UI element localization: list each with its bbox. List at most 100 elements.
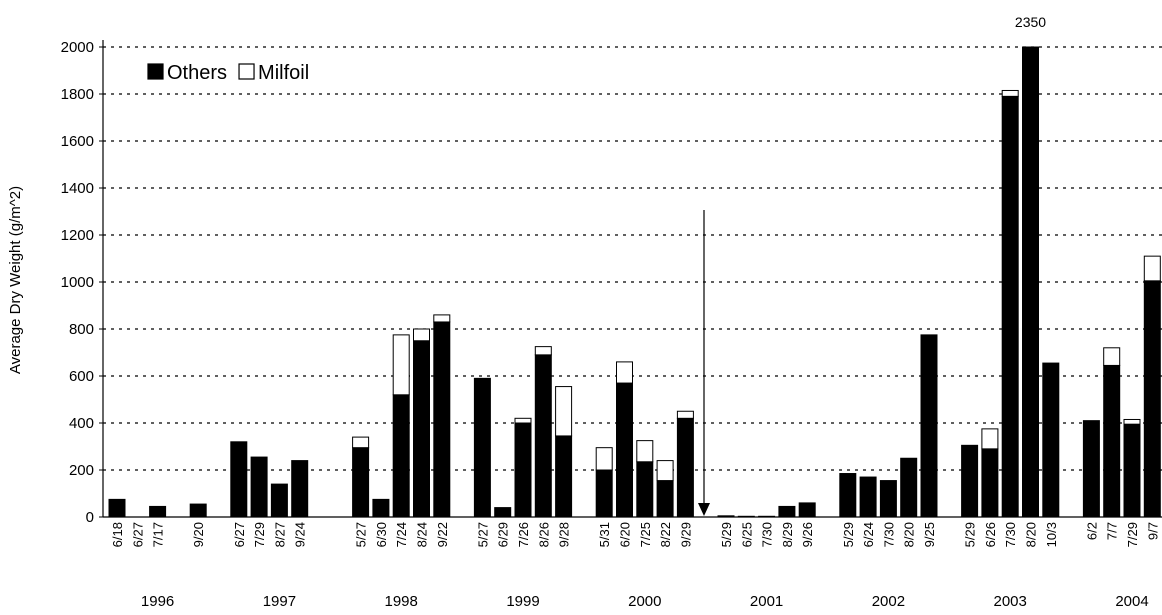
bar-milfoil (433, 314, 451, 323)
bar-others (900, 457, 918, 518)
x-tick-label: 5/29 (841, 522, 856, 547)
x-tick-label: 7/7 (1105, 522, 1120, 540)
x-tick-label: 7/30 (881, 522, 896, 547)
y-tick-label: 0 (86, 509, 94, 526)
bar-others (676, 417, 694, 518)
x-tick-label: 8/22 (658, 522, 673, 547)
bar-others (514, 422, 532, 518)
bar-others (595, 469, 613, 518)
bar-milfoil (555, 386, 573, 437)
bar-milfoil (656, 460, 674, 482)
x-tick-label: 9/24 (293, 522, 308, 547)
y-tick-label: 2000 (61, 39, 94, 56)
group-label: 2004 (1115, 593, 1148, 610)
bar-others (839, 473, 857, 518)
bar-others (778, 505, 796, 518)
bar-others (879, 480, 897, 518)
arrow-head (698, 503, 710, 516)
arrow-annotation (698, 210, 710, 516)
bar-others (433, 321, 451, 518)
bar-others (1022, 46, 1039, 518)
x-tick-label: 5/27 (475, 522, 490, 547)
x-tick-label: 6/30 (374, 522, 389, 547)
x-tick-label: 9/22 (435, 522, 450, 547)
x-tick-label: 6/24 (861, 522, 876, 547)
bar-others (108, 498, 126, 518)
bar-others (920, 334, 938, 518)
y-tick-label: 800 (69, 321, 94, 338)
group-label: 1998 (385, 593, 418, 610)
bar-others (291, 460, 309, 518)
group-label: 2003 (994, 593, 1027, 610)
y-tick-label: 1000 (61, 274, 94, 291)
bar-milfoil (534, 346, 552, 356)
bar-others (737, 515, 755, 518)
y-tick-label: 1600 (61, 133, 94, 150)
y-axis-label: Average Dry Weight (g/m^2) (7, 186, 24, 374)
bar-milfoil (981, 428, 999, 450)
x-tick-label: 6/25 (739, 522, 754, 547)
x-tick-label: 9/26 (800, 522, 815, 547)
x-tick-label: 8/29 (780, 522, 795, 547)
x-tick-label: 6/27 (130, 522, 145, 547)
x-tick-label: 9/29 (678, 522, 693, 547)
x-tick-label: 5/29 (719, 522, 734, 547)
y-tick-label: 1400 (61, 180, 94, 197)
group-label: 1996 (141, 593, 174, 610)
bar-others (473, 377, 491, 518)
bar-others (798, 502, 816, 518)
bar-others (859, 476, 877, 518)
group-label: 1999 (506, 593, 539, 610)
x-tick-label: 5/29 (963, 522, 978, 547)
legend-swatch (147, 63, 164, 80)
bar-others (656, 480, 674, 518)
x-tick-label: 7/17 (151, 522, 166, 547)
x-tick-label: 6/18 (110, 522, 125, 547)
bar-milfoil (616, 361, 633, 384)
x-tick-label: 6/29 (496, 522, 511, 547)
bar-milfoil (595, 447, 613, 471)
x-tick-label: 9/28 (557, 522, 572, 547)
x-tick-label: 6/26 (983, 522, 998, 547)
bar-others (189, 503, 207, 518)
x-tick-label: 7/25 (638, 522, 653, 547)
x-tick-label: 7/29 (252, 522, 267, 547)
x-tick-label: 9/20 (191, 522, 206, 547)
bar-others (149, 505, 167, 518)
bar-milfoil (676, 410, 694, 419)
bar-others (270, 483, 288, 518)
bar-others (717, 515, 735, 518)
x-tick-label: 5/31 (597, 522, 612, 547)
bar-others (230, 441, 248, 518)
bar-others (352, 447, 370, 518)
bar-others (981, 448, 999, 518)
bar-milfoil (413, 328, 430, 342)
bar-others (534, 354, 552, 518)
legend-label: Milfoil (258, 62, 309, 84)
y-tick-label: 600 (69, 368, 94, 385)
x-tick-label: 7/30 (1003, 522, 1018, 547)
bar-others (413, 340, 430, 518)
group-label: 2000 (628, 593, 661, 610)
bar-milfoil (1143, 255, 1161, 282)
x-tick-label: 6/27 (232, 522, 247, 547)
legend-swatch (238, 63, 255, 80)
x-tick-label: 9/25 (922, 522, 937, 547)
group-label: 2001 (750, 593, 783, 610)
x-tick-label: 8/20 (1024, 522, 1039, 547)
bar-milfoil (1001, 89, 1019, 97)
bar-others (636, 461, 654, 518)
x-tick-label: 8/24 (415, 522, 430, 547)
bar-others (1143, 280, 1161, 518)
y-tick-label: 400 (69, 415, 94, 432)
x-tick-label: 5/27 (354, 522, 369, 547)
bar-others (1082, 420, 1100, 518)
bar-milfoil (514, 417, 532, 424)
x-tick-label: 7/29 (1125, 522, 1140, 547)
x-tick-label: 9/7 (1145, 522, 1160, 540)
bar-others (1001, 95, 1019, 518)
y-tick-label: 1800 (61, 86, 94, 103)
bar-others (1123, 423, 1141, 518)
